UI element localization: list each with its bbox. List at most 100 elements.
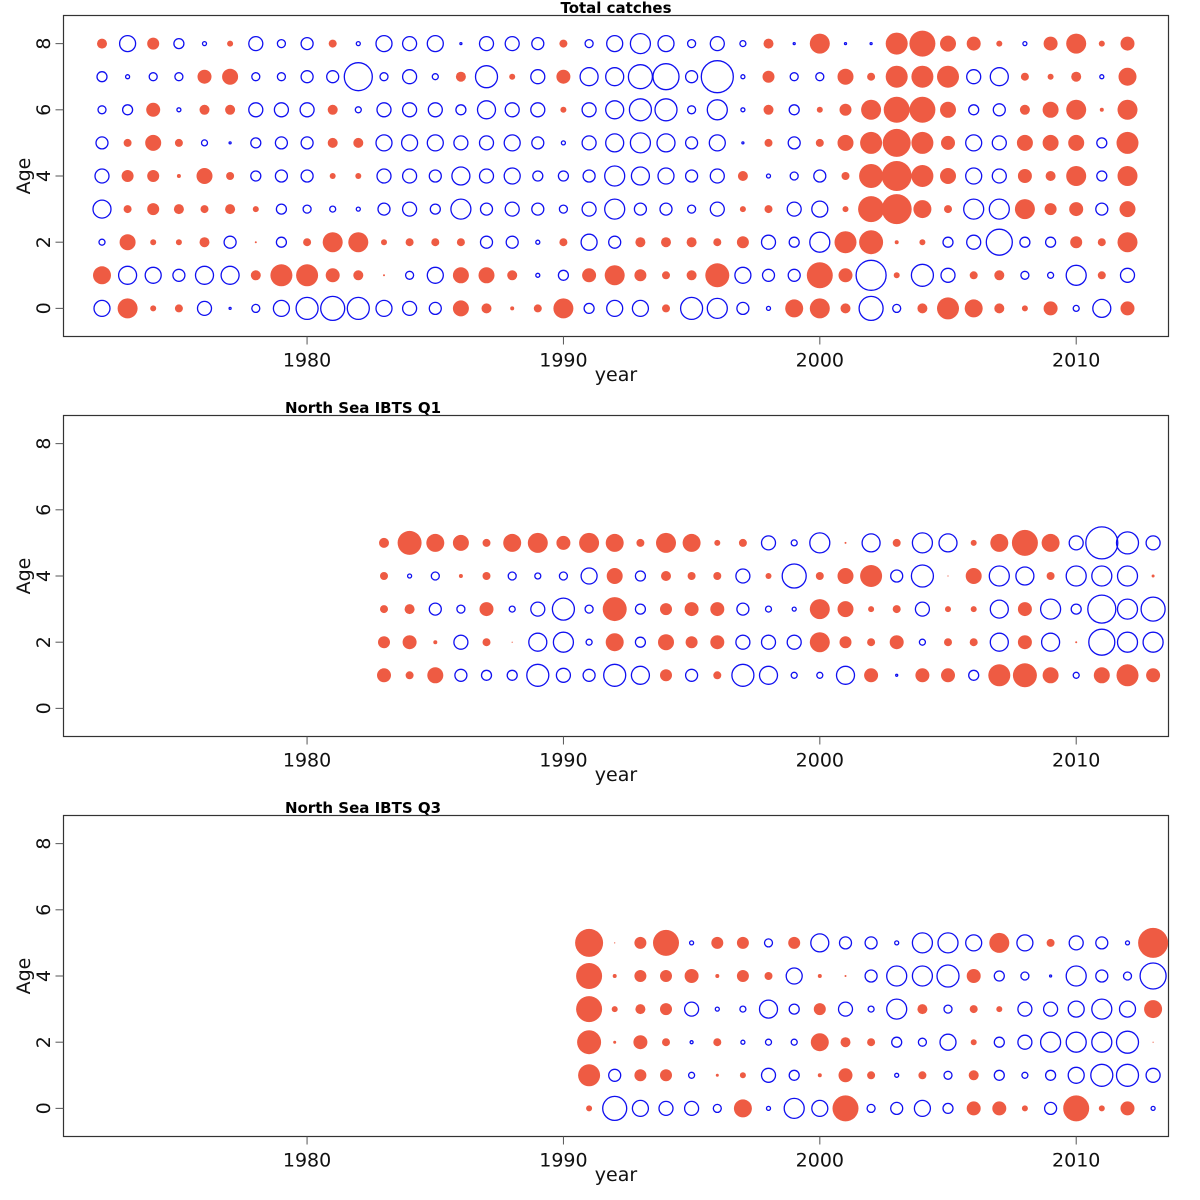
bubble-negative — [506, 669, 518, 681]
bubble-negative — [914, 601, 931, 617]
bubble-positive — [947, 575, 949, 577]
bubble-positive — [602, 597, 627, 622]
bubble-negative — [124, 74, 131, 80]
bubble-positive — [270, 264, 293, 287]
bubble-positive — [1119, 201, 1136, 218]
bubble-positive — [150, 305, 157, 312]
bubble-negative — [911, 532, 934, 554]
bubble-positive — [992, 1101, 1007, 1116]
bubble-positive — [196, 168, 213, 184]
bubble-negative — [608, 1068, 622, 1082]
bubble-positive — [1046, 572, 1055, 580]
bubble-negative — [1065, 1031, 1087, 1053]
bubble-positive — [1011, 529, 1038, 556]
bubble-negative — [657, 34, 675, 53]
bubble-negative — [274, 169, 289, 183]
bubble-negative — [787, 268, 801, 282]
bubble-positive — [911, 65, 934, 88]
bubble-negative — [760, 1067, 777, 1083]
bubble-negative — [760, 535, 777, 551]
bubble-positive — [250, 270, 261, 281]
bubble-negative — [1090, 1063, 1114, 1087]
bubble-positive — [686, 237, 697, 248]
bubble-positive — [455, 71, 466, 82]
bubble-negative — [228, 306, 232, 311]
bubble-positive — [380, 572, 388, 580]
bubble-positive — [559, 238, 568, 247]
bubble-negative — [1087, 594, 1117, 624]
bubble-positive — [1047, 73, 1054, 80]
bubble-positive — [660, 603, 672, 616]
bubble-positive — [604, 265, 625, 286]
bubble-positive — [736, 970, 749, 982]
bubble-negative — [1140, 596, 1166, 622]
bubble-negative — [1020, 971, 1030, 981]
bubble-negative — [454, 668, 468, 682]
bubble-positive — [660, 1069, 672, 1082]
bubble-negative — [1095, 969, 1109, 983]
bubble-negative — [174, 72, 184, 82]
bubble-negative — [989, 632, 1009, 652]
bubble-positive — [764, 205, 773, 214]
bubble-positive — [809, 599, 830, 620]
y-tick-label: 0 — [33, 702, 55, 714]
bubble-negative — [201, 40, 208, 47]
bubble-negative — [788, 104, 800, 116]
bubble-negative — [1065, 264, 1087, 286]
bubble-negative — [451, 166, 471, 186]
bubble-positive — [533, 304, 542, 313]
bubble-negative — [401, 201, 418, 217]
bubble-negative — [940, 267, 956, 283]
y-tick-label: 0 — [33, 302, 55, 314]
bubble-negative — [1124, 940, 1131, 946]
bubble-negative — [401, 35, 418, 52]
bubble-negative — [251, 303, 261, 314]
bubble-positive — [736, 236, 749, 249]
bubble-positive — [1016, 134, 1033, 151]
bubble-negative — [400, 134, 419, 152]
bubble-negative — [606, 34, 624, 53]
bubble-positive — [612, 974, 617, 978]
bubble-positive — [661, 571, 671, 581]
bubble-positive — [1138, 927, 1169, 958]
bubble-positive — [1066, 99, 1087, 120]
bubble-positive — [917, 303, 928, 314]
bubble-positive — [970, 539, 977, 546]
bubble-positive — [527, 532, 548, 553]
bubble-positive — [510, 306, 515, 311]
bubble-negative — [765, 1105, 772, 1112]
bubble-negative — [763, 938, 774, 948]
bubble-positive — [1116, 664, 1139, 687]
bubble-negative — [375, 34, 393, 53]
bubble-negative — [1021, 1071, 1029, 1079]
bubble-negative — [966, 234, 982, 250]
bubble-negative — [816, 671, 824, 679]
bubble-negative — [376, 102, 392, 118]
bubble-positive — [715, 1073, 719, 1077]
bubble-negative — [1070, 603, 1082, 615]
bubble-negative — [942, 1102, 954, 1115]
bubble-positive — [837, 68, 854, 85]
bubble-negative — [552, 631, 575, 653]
bubble-negative — [891, 1036, 903, 1048]
bubble-positive — [881, 194, 912, 225]
bubble-positive — [576, 963, 603, 989]
bubble-positive — [909, 30, 936, 57]
bubble-negative — [657, 167, 675, 185]
bubble-negative — [300, 70, 314, 84]
bubble-negative — [379, 72, 389, 82]
bubble-positive — [427, 667, 444, 684]
bubble-positive — [969, 638, 978, 647]
bubble-negative — [428, 301, 442, 316]
bubble-positive — [894, 240, 899, 245]
bubble-negative — [528, 632, 548, 652]
bubble-negative — [917, 1037, 928, 1047]
bubble-positive — [839, 636, 852, 649]
bubble-positive — [1070, 236, 1083, 249]
bubble-positive — [636, 538, 645, 547]
bubble-negative — [791, 606, 797, 612]
bubble-negative — [1039, 598, 1062, 620]
bubble-positive — [1097, 238, 1106, 247]
bubble-positive — [1075, 641, 1078, 644]
bubble-positive — [1043, 301, 1058, 316]
